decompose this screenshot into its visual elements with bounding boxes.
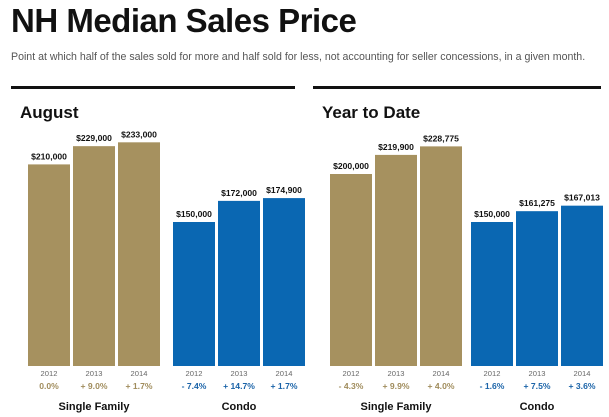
- august-single-family-group-label: Single Family: [59, 401, 131, 413]
- august-condo-change-label-2014: + 1.7%: [271, 381, 298, 391]
- august-condo-value-label-2012: $150,000: [176, 209, 212, 219]
- august-single-family-bar-2012: [28, 164, 70, 366]
- ytd-single-family-value-label-2014: $228,775: [423, 133, 459, 143]
- august-condo-bar-2014: [263, 198, 305, 366]
- ytd-single-family-change-label-2012: - 4.3%: [339, 381, 364, 391]
- ytd-single-family-category-label-2013: 2013: [388, 369, 405, 378]
- august-single-family-change-label-2012: 0.0%: [39, 381, 59, 391]
- august-single-family-category-label-2013: 2013: [86, 369, 103, 378]
- august-panel-title: August: [20, 103, 79, 122]
- august-condo-bar-2013: [218, 200, 260, 366]
- august-condo-bar-2012: [173, 222, 215, 366]
- ytd-single-family-value-label-2013: $219,900: [378, 142, 414, 152]
- ytd-condo-bar-2014: [561, 205, 603, 366]
- ytd-single-family-category-label-2014: 2014: [433, 369, 450, 378]
- august-single-family-bar-2013: [73, 146, 115, 366]
- ytd-condo-category-label-2013: 2013: [529, 369, 546, 378]
- page-title: NH Median Sales Price: [11, 2, 357, 39]
- ytd-single-family-group-label: Single Family: [361, 401, 433, 413]
- august-condo-group-label: Condo: [222, 401, 257, 413]
- ytd-condo-category-label-2012: 2012: [484, 369, 501, 378]
- ytd-single-family-bar-2012: [330, 174, 372, 366]
- ytd-condo-change-label-2014: + 3.6%: [569, 381, 596, 391]
- august-condo-value-label-2014: $174,900: [266, 185, 302, 195]
- august-single-family-change-label-2013: + 9.0%: [81, 381, 108, 391]
- august-condo-change-label-2013: + 14.7%: [223, 381, 255, 391]
- august-single-family-value-label-2014: $233,000: [121, 129, 157, 139]
- ytd-single-family-category-label-2012: 2012: [343, 369, 360, 378]
- ytd-single-family-bar-2013: [375, 154, 417, 366]
- august-single-family-bar-2014: [118, 142, 160, 366]
- august-condo-category-label-2013: 2013: [231, 369, 248, 378]
- august-single-family-change-label-2014: + 1.7%: [126, 381, 153, 391]
- ytd-single-family-bar-2014: [420, 146, 462, 366]
- ytd-condo-value-label-2014: $167,013: [564, 193, 600, 203]
- august-single-family-value-label-2012: $210,000: [31, 151, 67, 161]
- august-single-family-category-label-2012: 2012: [41, 369, 58, 378]
- ytd-single-family-change-label-2014: + 4.0%: [428, 381, 455, 391]
- ytd-condo-change-label-2012: - 1.6%: [480, 381, 505, 391]
- ytd-single-family-value-label-2012: $200,000: [333, 161, 369, 171]
- ytd-condo-bar-2013: [516, 211, 558, 366]
- ytd-condo-bar-2012: [471, 222, 513, 366]
- august-condo-category-label-2012: 2012: [186, 369, 203, 378]
- page-subtitle: Point at which half of the sales sold fo…: [11, 51, 586, 63]
- ytd-condo-group-label: Condo: [520, 401, 555, 413]
- ytd-condo-value-label-2012: $150,000: [474, 209, 510, 219]
- august-condo-change-label-2012: - 7.4%: [182, 381, 207, 391]
- ytd-panel-title: Year to Date: [322, 103, 421, 122]
- august-single-family-value-label-2013: $229,000: [76, 133, 112, 143]
- august-divider-line: [11, 86, 295, 89]
- ytd-single-family-change-label-2013: + 9.9%: [383, 381, 410, 391]
- august-condo-value-label-2013: $172,000: [221, 188, 257, 198]
- august-single-family-category-label-2014: 2014: [131, 369, 148, 378]
- ytd-condo-category-label-2014: 2014: [574, 369, 591, 378]
- ytd-condo-value-label-2013: $161,275: [519, 198, 555, 208]
- ytd-divider-line: [313, 86, 601, 89]
- august-condo-category-label-2014: 2014: [276, 369, 293, 378]
- ytd-condo-change-label-2013: + 7.5%: [524, 381, 551, 391]
